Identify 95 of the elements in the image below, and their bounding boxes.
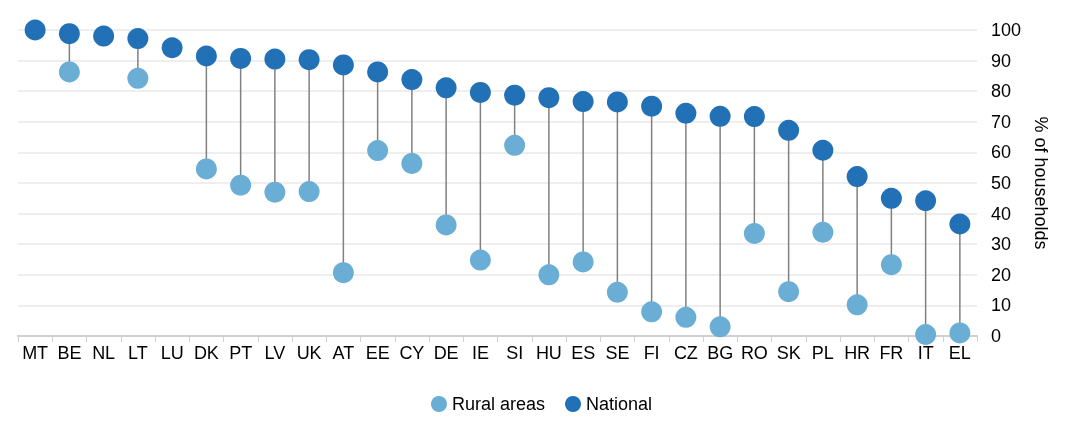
y-tick-label: 10 xyxy=(991,295,1012,316)
y-tick-label: 90 xyxy=(991,50,1012,71)
x-tick-label: LU xyxy=(160,343,184,363)
x-tick-label: SK xyxy=(776,343,801,363)
legend-label: National xyxy=(586,394,653,414)
point xyxy=(880,187,902,209)
x-tick-label: PL xyxy=(811,343,834,363)
x-tick-label: IT xyxy=(917,343,934,363)
point xyxy=(58,61,80,83)
point xyxy=(880,254,902,276)
legend-label: Rural areas xyxy=(451,394,546,414)
y-tick-label: 100 xyxy=(991,20,1022,40)
point xyxy=(709,316,731,338)
x-tick-label: UK xyxy=(296,343,322,363)
point xyxy=(778,281,800,303)
x-tick-label: SI xyxy=(506,343,524,363)
point xyxy=(915,323,937,345)
x-tick-label: AT xyxy=(332,343,355,363)
y-tick-label: 20 xyxy=(991,264,1012,285)
x-tick-label: LT xyxy=(128,343,148,363)
point xyxy=(641,95,663,117)
point xyxy=(743,222,765,244)
point xyxy=(435,214,457,236)
point xyxy=(949,213,971,235)
point xyxy=(230,174,252,196)
point xyxy=(332,262,354,284)
point xyxy=(846,294,868,316)
point xyxy=(949,322,971,344)
point xyxy=(161,37,183,59)
point xyxy=(675,306,697,328)
point xyxy=(606,91,628,113)
x-tick-label: EE xyxy=(365,343,390,363)
point xyxy=(743,106,765,128)
y-tick-label: 40 xyxy=(991,203,1012,224)
x-tick-label: EL xyxy=(948,343,971,363)
point xyxy=(24,19,46,41)
y-tick-label: 60 xyxy=(991,142,1012,163)
x-tick-label: BE xyxy=(57,343,82,363)
point xyxy=(127,67,149,89)
point xyxy=(195,45,217,67)
x-tick-label: RO xyxy=(740,343,768,363)
point xyxy=(538,264,560,286)
point xyxy=(778,119,800,141)
point xyxy=(298,49,320,71)
point xyxy=(538,87,560,109)
x-tick-label: HU xyxy=(535,343,562,363)
point xyxy=(606,281,628,303)
x-tick-label: LV xyxy=(264,343,286,363)
x-tick-label: MT xyxy=(22,343,49,363)
point xyxy=(469,249,491,271)
point xyxy=(915,190,937,212)
x-tick-label: DK xyxy=(193,343,219,363)
y-axis-title: % of households xyxy=(1031,116,1051,250)
y-tick-label: 50 xyxy=(991,173,1012,193)
x-tick-label: PT xyxy=(229,343,253,363)
point xyxy=(504,84,526,106)
point xyxy=(572,251,594,273)
point xyxy=(58,23,80,45)
point xyxy=(469,81,491,103)
point xyxy=(264,181,286,203)
point xyxy=(367,61,389,83)
point xyxy=(812,139,834,161)
y-tick-label: 80 xyxy=(991,81,1012,102)
point xyxy=(367,140,389,162)
point xyxy=(401,69,423,91)
x-tick-label: BG xyxy=(707,343,734,363)
point xyxy=(504,134,526,156)
point xyxy=(230,47,252,69)
x-tick-label: FI xyxy=(643,343,660,363)
point xyxy=(298,181,320,203)
x-tick-label: ES xyxy=(571,343,596,363)
point xyxy=(641,301,663,323)
x-tick-label: HR xyxy=(844,343,871,363)
x-tick-label: IE xyxy=(471,343,489,363)
x-tick-label: FR xyxy=(879,343,904,363)
point xyxy=(127,28,149,50)
y-tick-label: 70 xyxy=(991,111,1012,132)
x-tick-label: DE xyxy=(433,343,459,363)
x-tick-label: SE xyxy=(605,343,630,363)
y-tick-label: 0 xyxy=(991,326,1002,346)
x-tick-label: NL xyxy=(92,343,116,363)
point xyxy=(709,105,731,127)
point xyxy=(572,91,594,113)
point xyxy=(401,152,423,174)
point xyxy=(195,158,217,180)
x-tick-label: CZ xyxy=(673,343,698,363)
point xyxy=(812,221,834,243)
y-tick-label: 30 xyxy=(991,234,1012,255)
point xyxy=(93,25,115,47)
point xyxy=(332,54,354,76)
point xyxy=(846,166,868,188)
point xyxy=(435,77,457,99)
point xyxy=(675,102,697,124)
x-tick-label: CY xyxy=(399,343,425,363)
point xyxy=(264,48,286,70)
